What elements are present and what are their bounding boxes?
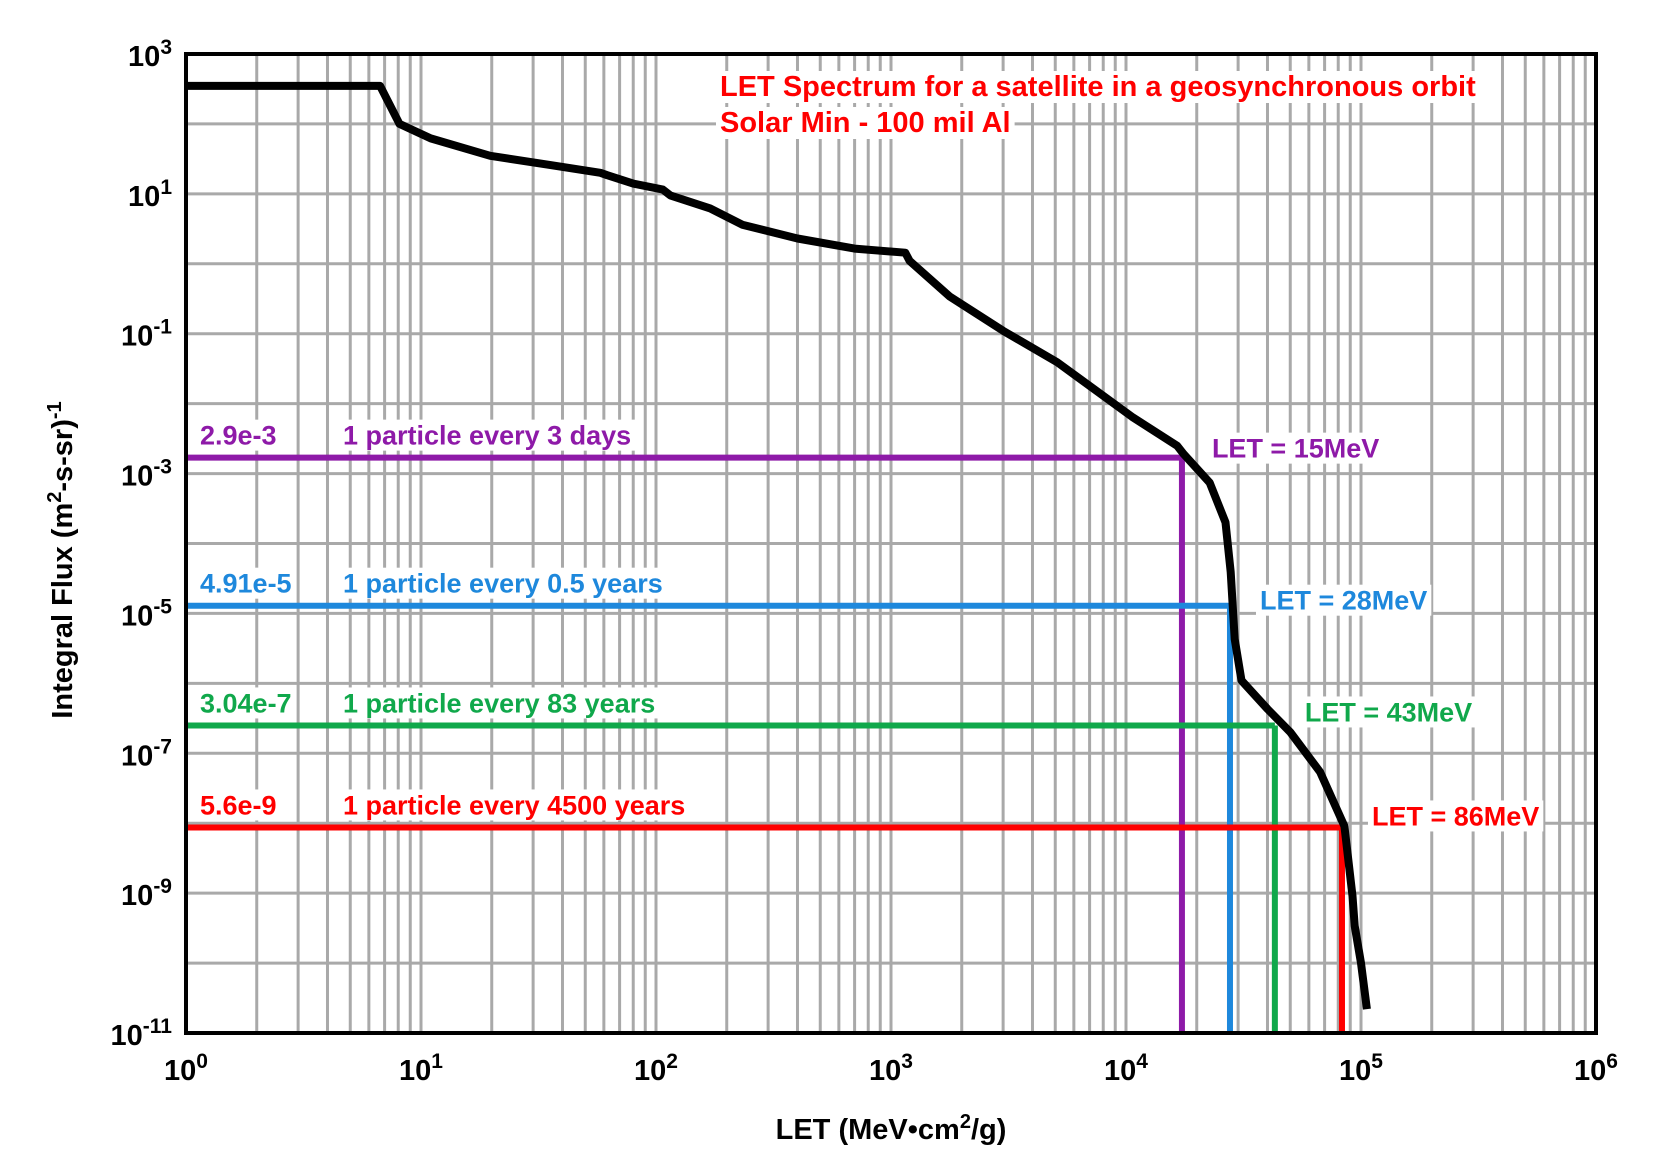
x-tick-exponent: 2 bbox=[666, 1050, 678, 1073]
x-tick-base: 10 bbox=[1574, 1055, 1606, 1087]
annotation-let-label: LET = 86MeV bbox=[1372, 801, 1539, 831]
y-tick-base: 10 bbox=[111, 1020, 143, 1052]
annotation-rate-label: 1 particle every 3 days bbox=[343, 421, 631, 451]
y-axis-label-sup: 2 bbox=[44, 492, 66, 503]
annotation-let-label: LET = 43MeV bbox=[1305, 697, 1472, 727]
y-tick-base: 10 bbox=[121, 461, 153, 493]
y-axis-label-mid: -s-sr) bbox=[47, 419, 79, 492]
annotation-label-background bbox=[196, 687, 296, 719]
x-tick-label: 103 bbox=[869, 1050, 913, 1087]
x-axis-label: LET (MeV•cm2/g) bbox=[776, 1111, 1007, 1146]
x-tick-base: 10 bbox=[399, 1055, 431, 1087]
x-tick-label: 105 bbox=[1339, 1050, 1383, 1087]
annotation-label-background bbox=[339, 419, 636, 451]
annotation-lines bbox=[186, 454, 1345, 1033]
y-tick-exponent: -7 bbox=[153, 735, 172, 758]
annotation-labels: 2.9e-3 1 particle every 3 days LET = 15MeV… bbox=[196, 419, 1544, 832]
annotation-label-background bbox=[1367, 800, 1544, 832]
y-tick-label: 10-5 bbox=[121, 595, 172, 632]
annotation-label-background bbox=[196, 419, 281, 451]
y-tick-exponent: -11 bbox=[143, 1015, 173, 1038]
y-axis-label-sup2: -1 bbox=[44, 401, 66, 419]
annotation-rate-label: 1 particle every 83 years bbox=[343, 688, 655, 718]
y-tick-base: 10 bbox=[128, 181, 160, 213]
plot-frame bbox=[184, 52, 1598, 1035]
x-axis-label-sup: 2 bbox=[960, 1111, 971, 1133]
x-tick-label: 104 bbox=[1104, 1050, 1148, 1087]
x-tick-exponent: 0 bbox=[196, 1050, 208, 1073]
y-tick-label: 103 bbox=[128, 36, 172, 73]
title-background bbox=[716, 107, 1015, 139]
annotation-let-label: LET = 15MeV bbox=[1212, 434, 1379, 464]
y-tick-exponent: -5 bbox=[153, 595, 172, 618]
x-tick-base: 10 bbox=[164, 1055, 196, 1087]
x-tick-label: 106 bbox=[1574, 1050, 1618, 1087]
y-tick-label: 10-1 bbox=[121, 316, 172, 353]
annotation-flux-label: 3.04e-7 bbox=[200, 688, 292, 718]
x-tick-exponent: 6 bbox=[1606, 1050, 1618, 1073]
y-tick-label: 10-9 bbox=[121, 875, 172, 912]
x-tick-label: 100 bbox=[164, 1050, 208, 1087]
annotation-flux-label: 2.9e-3 bbox=[200, 421, 277, 451]
annotation-label-background bbox=[339, 687, 660, 719]
x-tick-exponent: 3 bbox=[901, 1050, 913, 1073]
annotation-label-background bbox=[339, 789, 690, 821]
y-axis-label-main: Integral Flux (m bbox=[47, 503, 79, 719]
annotation-label-background bbox=[196, 567, 296, 599]
y-tick-exponent: -1 bbox=[153, 316, 172, 339]
x-tick-base: 10 bbox=[1104, 1055, 1136, 1087]
y-tick-base: 10 bbox=[121, 321, 153, 353]
y-tick-exponent: -3 bbox=[153, 456, 172, 479]
annotation-label-background bbox=[196, 789, 281, 821]
x-tick-label: 101 bbox=[399, 1050, 443, 1087]
x-tick-exponent: 5 bbox=[1371, 1050, 1383, 1073]
x-tick-exponent: 1 bbox=[431, 1050, 443, 1073]
annotation-label-background bbox=[1255, 584, 1432, 616]
y-tick-base: 10 bbox=[128, 41, 160, 73]
chart-title: LET Spectrum for a satellite in a geosyn… bbox=[716, 71, 1481, 139]
y-tick-label: 101 bbox=[128, 176, 172, 213]
annotation-label-background bbox=[1207, 432, 1384, 464]
spectrum-curve bbox=[185, 81, 1371, 1010]
y-tick-base: 10 bbox=[121, 880, 153, 912]
x-tick-base: 10 bbox=[1339, 1055, 1371, 1087]
y-tick-label: 10-11 bbox=[111, 1015, 173, 1052]
x-axis-label-main: LET (MeV•cm bbox=[776, 1114, 960, 1146]
annotation-flux-label: 5.6e-9 bbox=[200, 790, 277, 820]
chart-title-line-1: LET Spectrum for a satellite in a geosyn… bbox=[720, 71, 1476, 103]
annotation-label-background bbox=[1300, 696, 1477, 728]
y-tick-base: 10 bbox=[121, 600, 153, 632]
annotation-label-background bbox=[339, 567, 667, 599]
y-axis-label: Integral Flux (m2-s-sr)-1 bbox=[44, 401, 79, 718]
y-tick-exponent: 3 bbox=[160, 36, 172, 59]
y-tick-exponent: 1 bbox=[160, 176, 172, 199]
annotation-let-label: LET = 28MeV bbox=[1260, 586, 1427, 616]
annotation-flux-label: 4.91e-5 bbox=[200, 569, 292, 599]
y-tick-base: 10 bbox=[121, 740, 153, 772]
title-background bbox=[716, 71, 1481, 103]
x-tick-exponent: 4 bbox=[1136, 1050, 1148, 1073]
spectrum-curve-group bbox=[185, 81, 1371, 1010]
y-tick-exponent: -9 bbox=[153, 875, 172, 898]
annotation-rate-label: 1 particle every 0.5 years bbox=[343, 569, 663, 599]
x-tick-labels: 100 101 102 103 104 105 106 bbox=[164, 1050, 1618, 1087]
x-tick-label: 102 bbox=[634, 1050, 678, 1087]
annotation-rate-label: 1 particle every 4500 years bbox=[343, 790, 685, 820]
y-tick-label: 10-3 bbox=[121, 456, 172, 493]
y-tick-label: 10-7 bbox=[121, 735, 172, 772]
x-axis-label-tail: /g) bbox=[971, 1114, 1006, 1146]
x-tick-base: 10 bbox=[869, 1055, 901, 1087]
chart-title-line-2: Solar Min - 100 mil Al bbox=[720, 107, 1011, 139]
x-tick-base: 10 bbox=[634, 1055, 666, 1087]
